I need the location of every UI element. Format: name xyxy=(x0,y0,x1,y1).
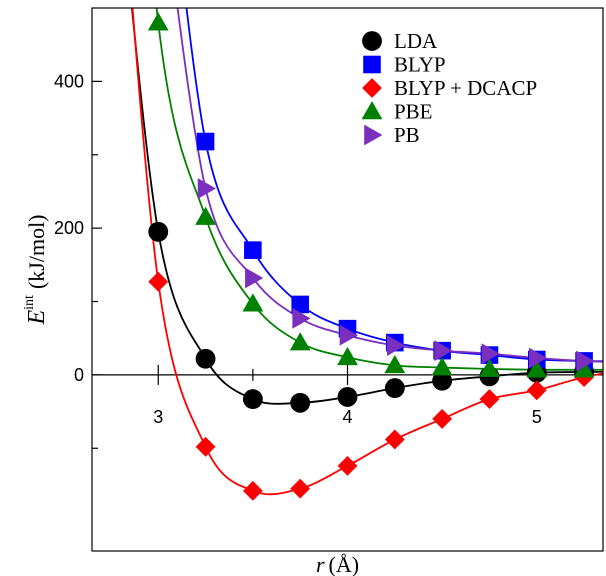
data-point xyxy=(384,429,405,450)
legend-marker xyxy=(362,78,382,98)
y-tick-label: 200 xyxy=(54,218,84,238)
data-point xyxy=(337,455,358,476)
data-point xyxy=(479,358,500,377)
x-tick-label: 3 xyxy=(153,407,163,427)
data-point xyxy=(289,332,311,351)
data-point xyxy=(481,343,500,365)
x-tick-label: 4 xyxy=(342,407,352,427)
data-point xyxy=(337,386,358,407)
data-point xyxy=(339,324,358,346)
data-point xyxy=(195,206,216,225)
legend-marker xyxy=(363,55,381,74)
legend-label: PB xyxy=(394,123,420,147)
legend-marker xyxy=(364,124,383,146)
data-point xyxy=(290,392,311,413)
x-tick-label: 5 xyxy=(532,407,542,427)
data-point xyxy=(195,436,216,457)
data-point xyxy=(526,359,548,378)
data-point xyxy=(245,267,264,289)
data-point xyxy=(431,357,453,376)
labels-layer: 3 4 5 0 200 400 r (Å) Eint(kJ/mol) xyxy=(22,71,542,576)
legend-marker xyxy=(362,31,382,51)
legend-label: PBE xyxy=(394,100,433,124)
data-point xyxy=(148,221,169,242)
y-axis-title: Eint(kJ/mol) xyxy=(22,214,50,325)
x-axis-title: r (Å) xyxy=(316,552,359,576)
data-point xyxy=(242,389,263,410)
data-point xyxy=(242,480,263,501)
y-tick-label: 0 xyxy=(74,365,84,385)
data-point xyxy=(147,12,169,31)
data-point xyxy=(290,478,311,499)
series-line-0 xyxy=(131,8,603,405)
data-point xyxy=(291,295,309,314)
legend-label: BLYP xyxy=(394,53,446,77)
data-point xyxy=(387,335,406,356)
data-point xyxy=(479,389,500,410)
data-point xyxy=(244,241,262,259)
data-point xyxy=(196,132,215,151)
legend-label: BLYP + DCACP xyxy=(394,76,537,100)
legend-marker xyxy=(361,101,383,120)
markers-layer xyxy=(147,12,595,501)
data-point xyxy=(432,408,453,429)
data-point xyxy=(432,370,453,391)
data-point xyxy=(528,347,548,369)
series-line-4 xyxy=(176,8,603,363)
data-point xyxy=(384,378,405,399)
series-line-3 xyxy=(155,8,603,371)
plot-frame xyxy=(91,7,604,552)
data-point xyxy=(526,380,547,401)
series-line-1 xyxy=(185,8,603,363)
y-tick-label: 400 xyxy=(54,71,84,91)
data-point xyxy=(573,359,595,378)
data-point xyxy=(337,346,358,366)
data-point xyxy=(434,340,453,362)
data-point xyxy=(242,293,264,312)
legend-label: LDA xyxy=(394,29,438,53)
data-point xyxy=(148,271,169,292)
data-point xyxy=(576,350,595,372)
data-point xyxy=(292,307,311,329)
data-point xyxy=(384,354,406,374)
data-point xyxy=(195,348,216,369)
data-point xyxy=(197,178,216,199)
